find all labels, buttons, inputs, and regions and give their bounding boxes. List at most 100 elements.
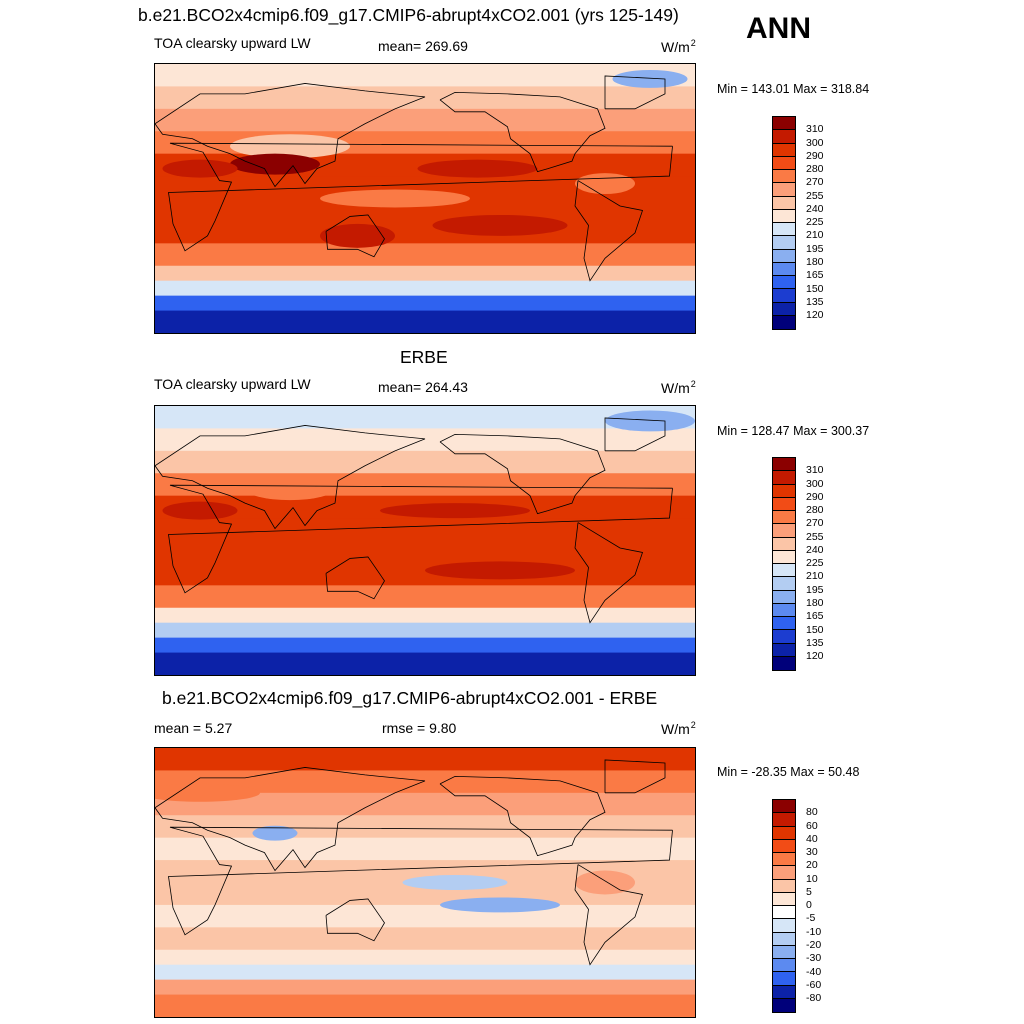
coastline <box>574 180 644 282</box>
coastline <box>439 91 606 173</box>
map-band <box>155 64 695 87</box>
map-band <box>155 637 695 654</box>
map-anomaly <box>230 153 320 175</box>
colorbar-label: 80 <box>806 806 818 819</box>
colorbar-segment <box>773 249 795 263</box>
coastline <box>155 83 426 188</box>
colorbar-segment <box>773 497 795 512</box>
colorbar-box <box>772 799 796 1014</box>
map-band <box>155 86 695 110</box>
colorbar-segment <box>773 906 795 920</box>
colorbar-segment <box>773 800 795 814</box>
panel1-colorbar: 310 300 290 280 270 255 240 225 210 195 180 165 150 1… <box>772 116 824 331</box>
colorbar-label: 30 <box>806 846 818 859</box>
colorbar-segment <box>773 932 795 946</box>
map-anomaly <box>605 410 695 432</box>
panel3-rmse: rmse = 9.80 <box>382 720 457 736</box>
colorbar-segment <box>773 643 795 657</box>
map-band <box>155 652 695 675</box>
map-anomaly <box>402 875 508 890</box>
colorbar-label: 165 <box>806 610 824 623</box>
map-anomaly <box>162 501 238 520</box>
colorbar-label: 310 <box>806 123 824 136</box>
colorbar-label: -30 <box>806 952 822 965</box>
colorbar-segment <box>773 262 795 277</box>
colorbar-label: -40 <box>806 965 822 978</box>
colorbar-label: 195 <box>806 242 824 255</box>
map-band <box>155 837 695 861</box>
colorbar-segment <box>773 919 795 933</box>
colorbar-segment <box>773 590 795 604</box>
map-band <box>155 295 695 312</box>
map-anomaly <box>425 561 575 580</box>
map-band <box>155 518 695 564</box>
coastline <box>439 433 606 515</box>
map-anomaly <box>417 159 538 178</box>
colorbar-label: 180 <box>806 255 824 268</box>
panel3-title: b.e21.BCO2x4cmip6.f09_g17.CMIP6-abrupt4x… <box>162 688 658 708</box>
map-band <box>155 949 695 966</box>
colorbar-label: 255 <box>806 530 824 543</box>
map-band <box>155 815 695 839</box>
coastline <box>574 864 644 966</box>
coastline <box>604 75 666 110</box>
panel1-map <box>154 63 696 334</box>
panel2-variable: TOA clearsky upward LW <box>154 376 311 392</box>
colorbar-label: 225 <box>806 216 824 229</box>
colorbar-label: 280 <box>806 163 824 176</box>
map-band <box>155 607 695 624</box>
panel3-mean: mean = 5.27 <box>154 720 233 736</box>
colorbar-label: 240 <box>806 543 824 556</box>
colorbar-label: 120 <box>806 650 824 663</box>
colorbar-segment <box>773 550 795 565</box>
coastline <box>325 556 385 600</box>
map-anomaly <box>380 503 530 519</box>
colorbar-segment <box>773 289 795 303</box>
colorbar-label: 165 <box>806 269 824 282</box>
colorbar-segment <box>773 945 795 960</box>
map-band <box>155 927 695 951</box>
colorbar-label: 280 <box>806 504 824 517</box>
colorbar-segment <box>773 143 795 157</box>
colorbar-segment <box>773 511 795 525</box>
colorbar-segment <box>773 892 795 907</box>
colorbar-label: 0 <box>806 899 812 912</box>
coastline <box>574 522 644 624</box>
map-band <box>155 310 695 333</box>
map-anomaly <box>245 476 335 501</box>
map-band <box>155 964 695 981</box>
colorbar-label: 290 <box>806 149 824 162</box>
colorbar-segment <box>773 577 795 591</box>
panel2-title: ERBE <box>400 347 448 367</box>
map-anomaly <box>440 897 560 913</box>
panel3-minmax: Min = -28.35 Max = 50.48 <box>717 765 860 779</box>
panel1-units: W/m2 <box>661 38 696 55</box>
map-field <box>155 64 695 333</box>
colorbar-segment <box>773 879 795 893</box>
colorbar-label: 150 <box>806 623 824 636</box>
panel1-minmax: Min = 143.01 Max = 318.84 <box>717 82 870 96</box>
map-anomaly <box>252 825 298 841</box>
colorbar-label: 120 <box>806 309 824 322</box>
coastline <box>325 214 385 258</box>
colorbar-label: -20 <box>806 938 822 951</box>
map-anomaly <box>575 173 635 195</box>
colorbar-segment <box>773 170 795 184</box>
colorbar-segment <box>773 276 795 290</box>
map-band <box>155 994 695 1017</box>
colorbar-segment <box>773 458 795 472</box>
map-band <box>155 904 695 928</box>
colorbar-segment <box>773 524 795 538</box>
colorbar-segment <box>773 564 795 578</box>
colorbar-label: -80 <box>806 992 822 1005</box>
colorbar-segment <box>773 813 795 827</box>
colorbar-label: 240 <box>806 202 824 215</box>
map-band <box>155 585 695 609</box>
colorbar-label: 310 <box>806 464 824 477</box>
colorbar-segment <box>773 196 795 210</box>
map-band <box>155 770 695 794</box>
coastline <box>604 759 666 794</box>
colorbar-box <box>772 116 796 331</box>
colorbar-label: -60 <box>806 978 822 991</box>
map-anomaly <box>575 870 635 895</box>
